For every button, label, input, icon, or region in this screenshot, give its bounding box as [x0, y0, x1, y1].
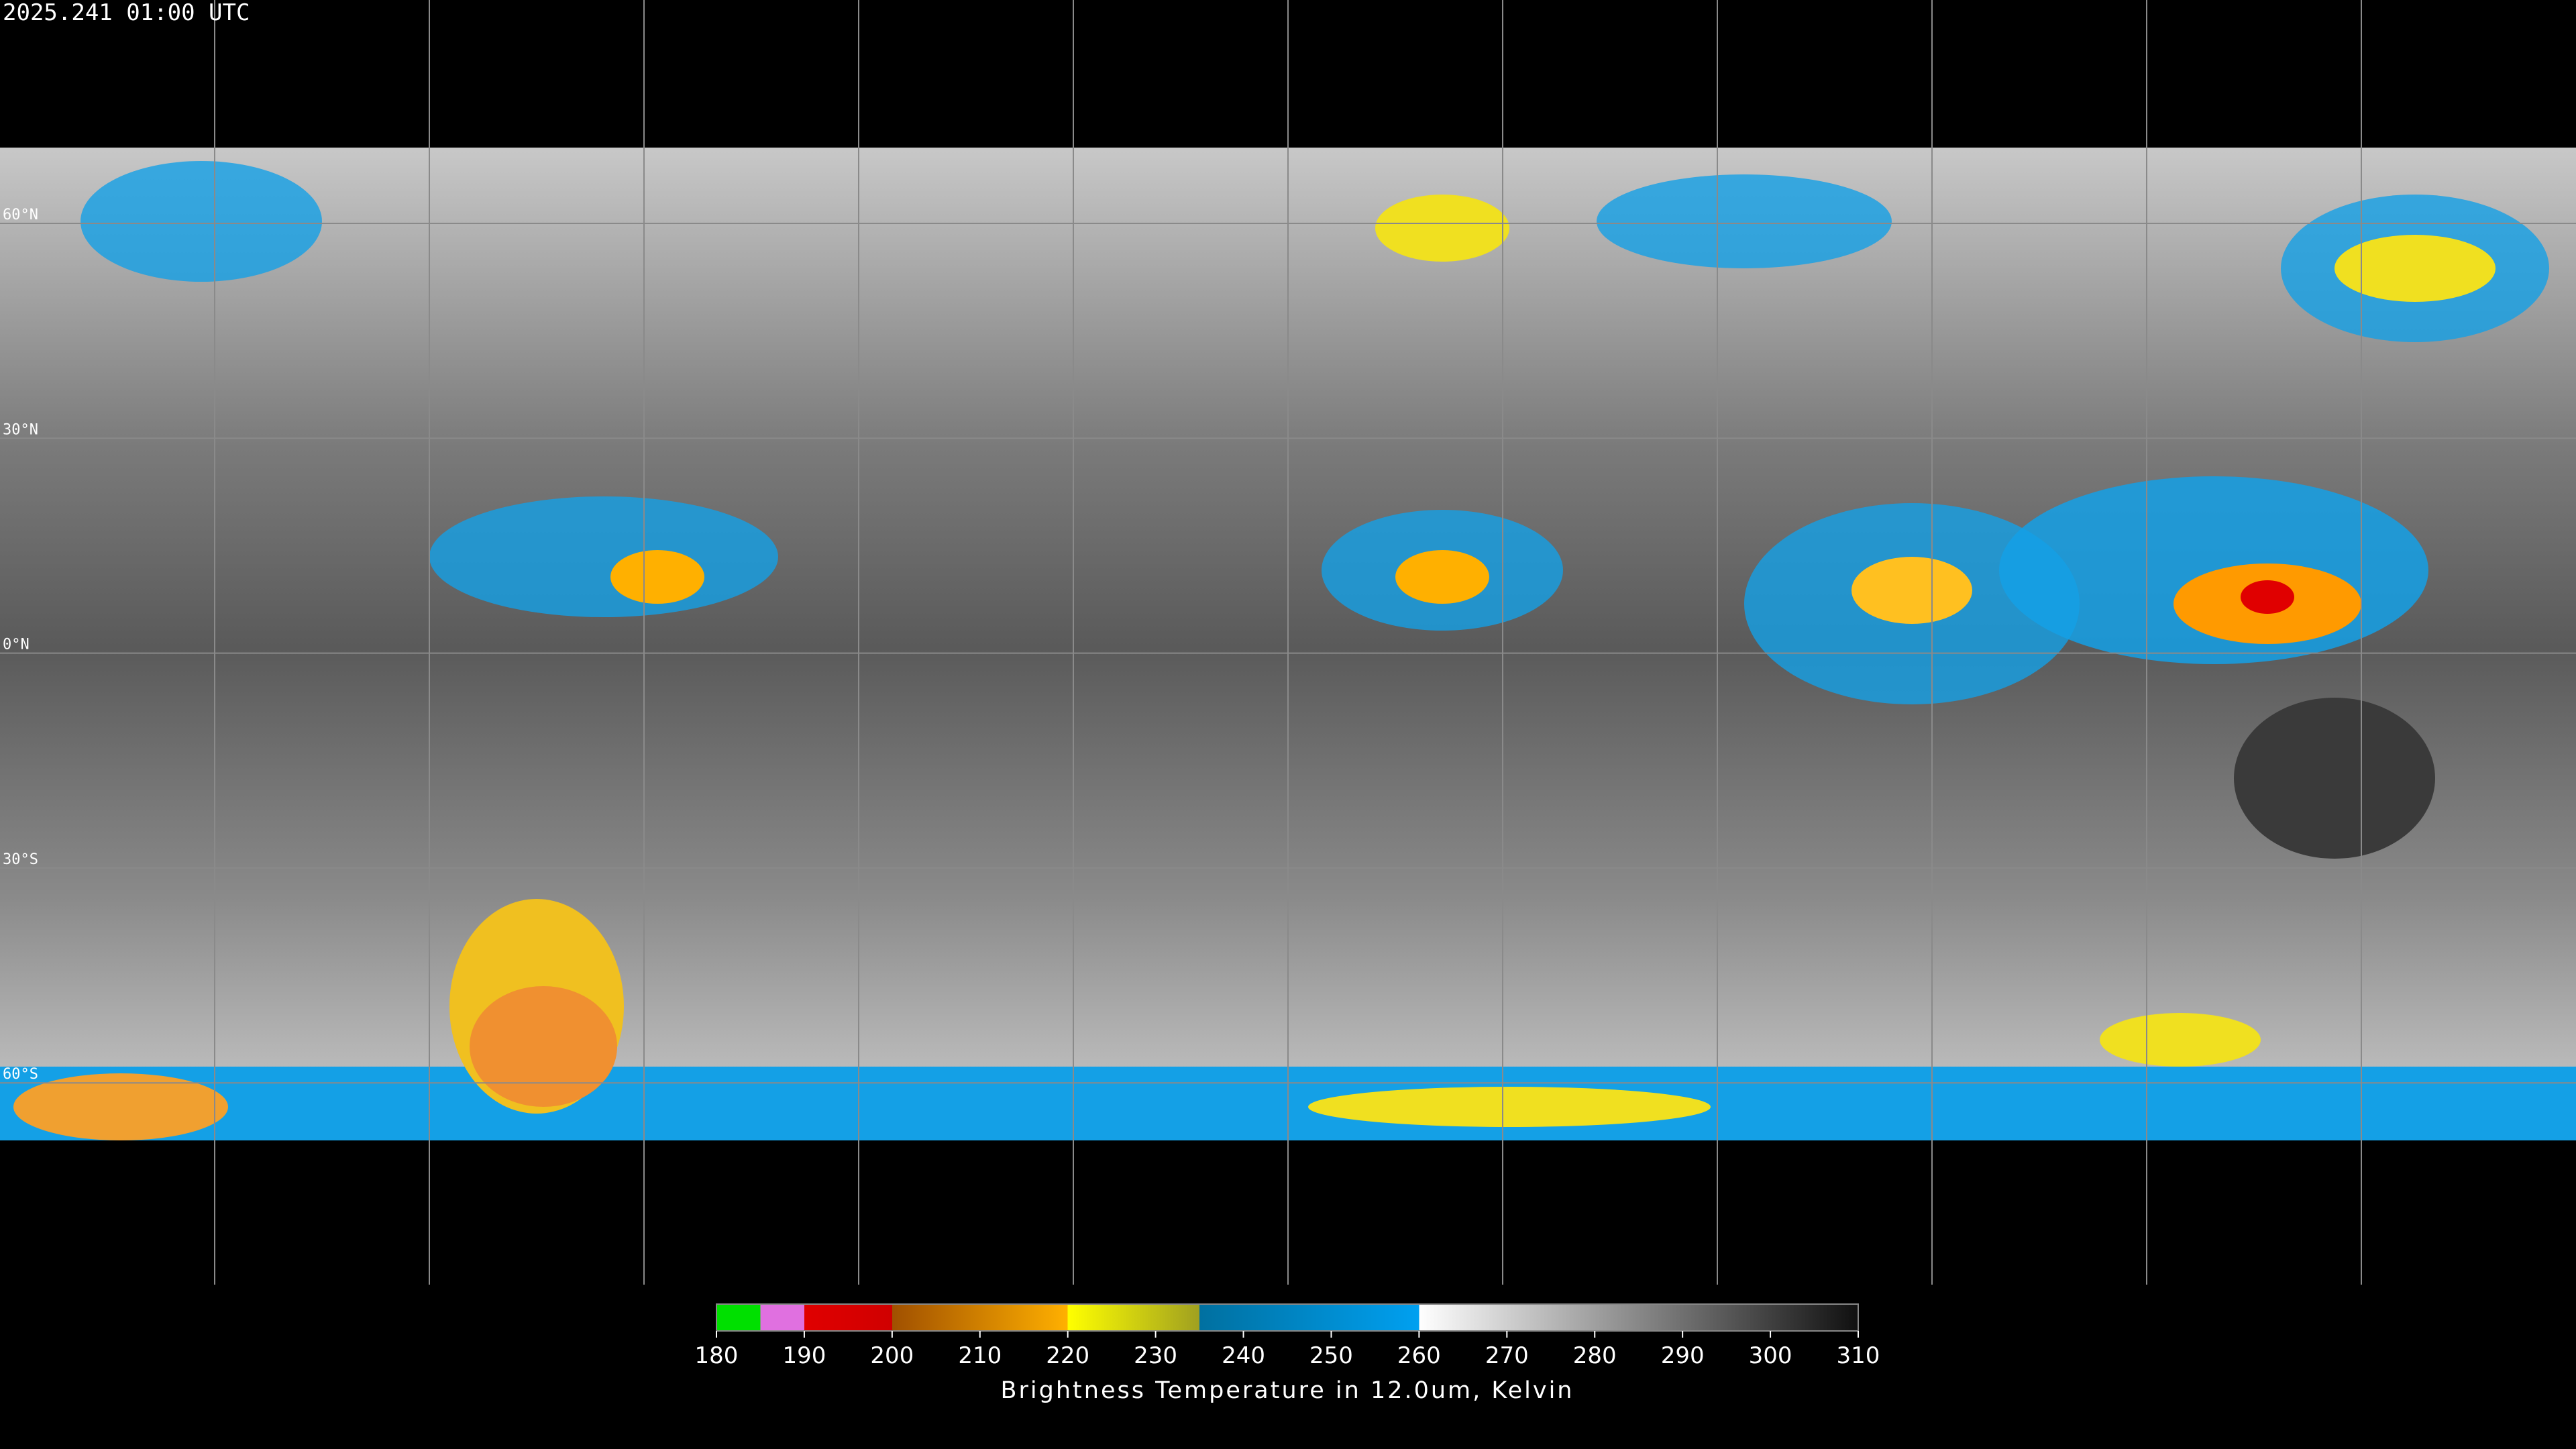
latitude-label: 60°S	[3, 1066, 38, 1083]
colorbar-tick-label: 300	[1749, 1342, 1792, 1369]
colorbar-tick-label: 220	[1046, 1342, 1089, 1369]
colorbar-label: Brightness Temperature in 12.0um, Kelvin	[1001, 1377, 1574, 1404]
latitude-label: 30°S	[3, 851, 38, 868]
colorbar-tick-label: 180	[695, 1342, 739, 1369]
colorbar-tick-label: 250	[1309, 1342, 1353, 1369]
graticule	[0, 0, 2576, 1285]
colorbar-tick-label: 200	[870, 1342, 914, 1369]
latitude-label: 0°N	[3, 637, 30, 653]
colorbar-tick-label: 280	[1573, 1342, 1617, 1369]
colorbar-ticks: 180 190 200 210 220 230 240 250 260 270 280 290 300 3…	[695, 1331, 1880, 1369]
colorbar-tick-label: 190	[782, 1342, 826, 1369]
colorbar-tick-label: 270	[1485, 1342, 1529, 1369]
latitude-label: 30°N	[3, 421, 38, 438]
colorbar-tick-label: 240	[1222, 1342, 1265, 1369]
colorbar	[716, 1303, 1859, 1332]
colorbar-tick-label: 310	[1837, 1342, 1880, 1369]
colorbar-tick-label: 260	[1397, 1342, 1441, 1369]
labels: 2025.241 01:00 UTC 60°N 30°N 0°N 30°S 60°S	[3, 0, 250, 1083]
timestamp: 2025.241 01:00 UTC	[3, 0, 250, 26]
colorbar-tick-label: 290	[1661, 1342, 1705, 1369]
latitude-label: 60°N	[3, 207, 38, 223]
colorbar-tick-label: 210	[958, 1342, 1002, 1369]
colorbar-tick-label: 230	[1134, 1342, 1177, 1369]
